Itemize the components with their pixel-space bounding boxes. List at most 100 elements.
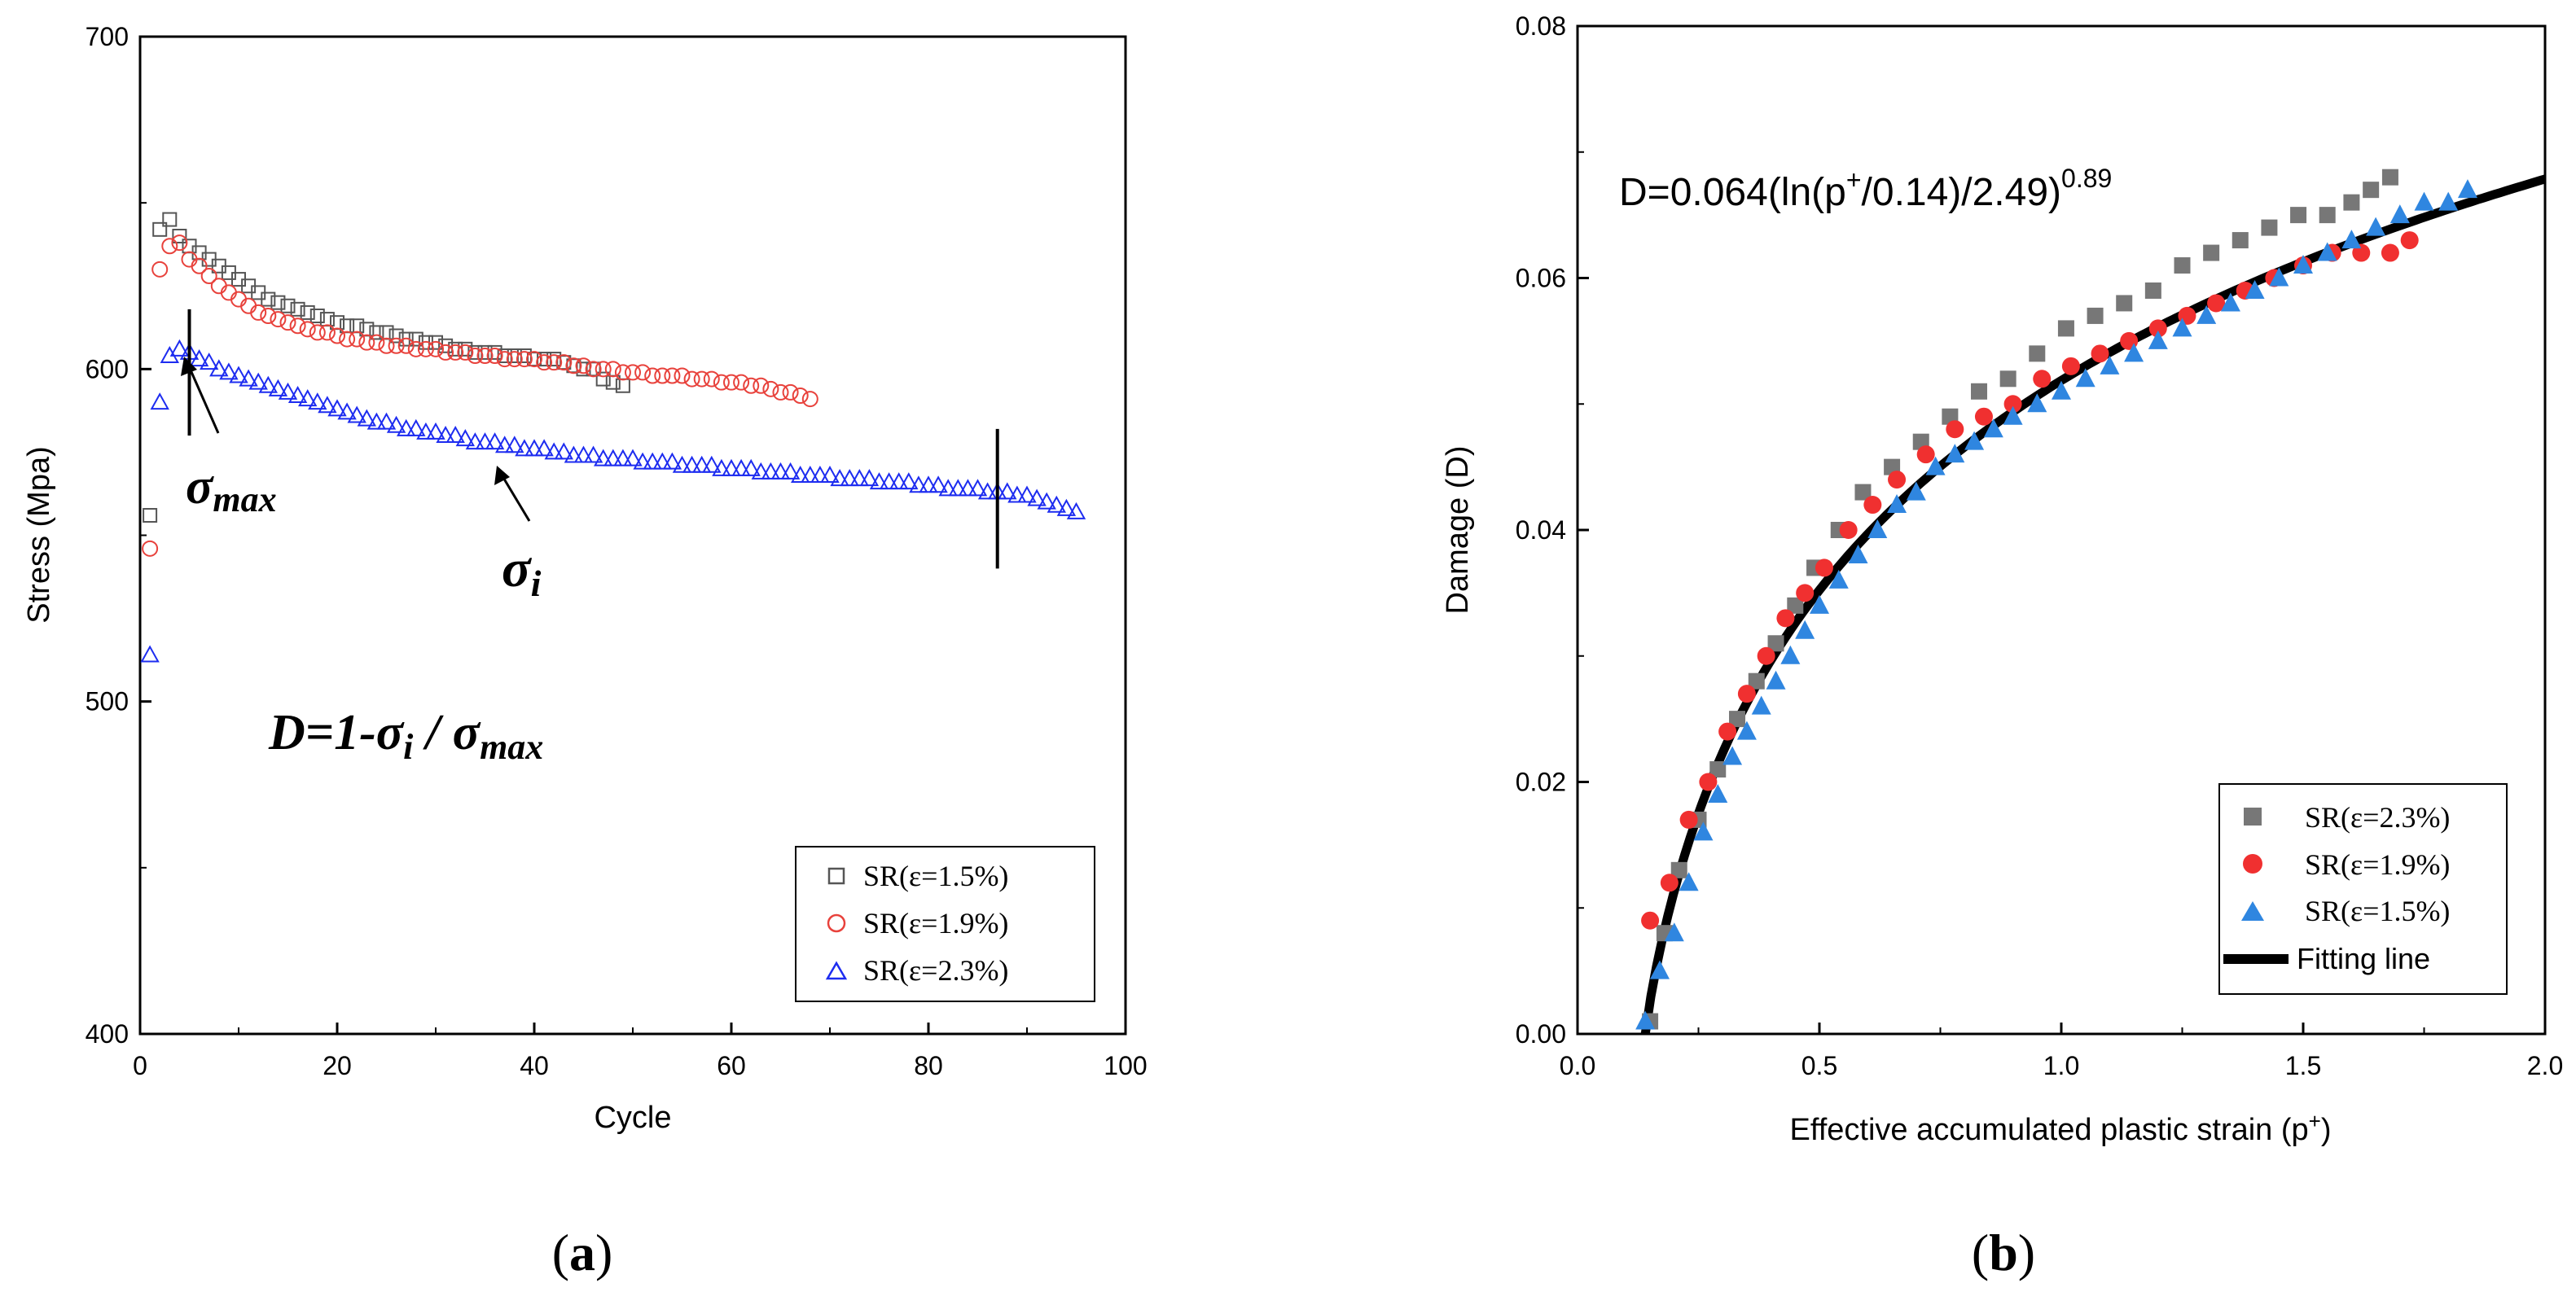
data-point-filled-triangle xyxy=(1693,821,1714,841)
data-point-open-square xyxy=(309,309,325,323)
data-point-filled-square xyxy=(1999,370,2016,388)
data-point-open-triangle xyxy=(928,475,948,493)
data-point-open-triangle xyxy=(495,436,515,453)
data-point-filled-circle xyxy=(2148,319,2167,338)
legend-label-b-1: SR(ε=2.3%) xyxy=(2305,801,2450,834)
data-point-open-triangle xyxy=(1056,498,1077,516)
data-point-open-circle xyxy=(279,314,296,331)
data-point-open-triangle xyxy=(347,405,366,423)
data-point-open-square xyxy=(349,318,365,334)
data-point-filled-triangle xyxy=(1848,544,1868,563)
data-point-open-triangle xyxy=(258,375,278,393)
data-point-filled-circle xyxy=(2033,370,2052,388)
data-point-open-triangle xyxy=(652,452,672,470)
data-point-open-circle xyxy=(329,327,345,344)
data-point-filled-circle xyxy=(1796,584,1815,602)
data-point-open-circle xyxy=(476,348,494,364)
data-point-open-square xyxy=(388,328,404,344)
data-point-filled-square xyxy=(2203,244,2220,261)
data-point-open-triangle xyxy=(475,432,495,450)
data-point-open-triangle xyxy=(445,425,465,443)
data-point-filled-triangle xyxy=(2148,330,2168,349)
data-point-open-square xyxy=(261,291,276,307)
data-point-open-circle xyxy=(644,367,661,384)
data-point-open-square xyxy=(369,325,384,340)
data-point-open-triangle xyxy=(869,472,889,490)
data-point-open-triangle xyxy=(731,458,751,476)
x-tick-label: 0.5 xyxy=(1801,1051,1837,1080)
data-point-open-triangle xyxy=(1037,492,1056,510)
data-point-open-triangle xyxy=(899,472,919,490)
y-tick-label: 400 xyxy=(86,1019,129,1049)
legend-label-b-3: SR(ε=1.5%) xyxy=(2305,895,2450,927)
data-point-open-triangle xyxy=(239,369,258,387)
data-point-open-triangle xyxy=(416,422,436,440)
data-point-filled-triangle xyxy=(2293,255,2313,274)
data-point-filled-circle xyxy=(1660,874,1679,892)
data-point-open-circle xyxy=(713,374,730,391)
data-point-filled-triangle xyxy=(2172,318,2192,337)
data-point-open-triangle xyxy=(741,458,761,476)
data-point-open-circle xyxy=(339,331,356,348)
data-point-open-triangle xyxy=(1007,485,1027,503)
x-tick-label: 60 xyxy=(717,1051,746,1080)
data-point-open-circle xyxy=(546,354,563,371)
data-point-filled-triangle xyxy=(1795,620,1815,639)
arrow-head-sigma-max xyxy=(181,357,197,376)
x-tick-label: 100 xyxy=(1104,1051,1147,1080)
data-point-open-triangle xyxy=(406,418,426,436)
data-point-filled-triangle xyxy=(1708,783,1728,803)
data-point-open-triangle xyxy=(366,412,387,430)
data-point-filled-triangle xyxy=(2389,204,2410,224)
data-point-filled-triangle xyxy=(2100,355,2120,374)
data-point-open-circle xyxy=(289,318,306,335)
data-point-filled-square xyxy=(2144,282,2161,299)
data-point-open-circle xyxy=(664,367,681,384)
data-point-filled-circle xyxy=(1815,558,1833,577)
x-tick-label: 0 xyxy=(133,1051,147,1080)
data-point-filled-circle xyxy=(2003,395,2022,414)
data-marks-b xyxy=(1635,169,2547,1035)
data-point-filled-triangle xyxy=(1722,746,1743,765)
data-point-open-triangle xyxy=(780,462,801,480)
data-point-open-triangle xyxy=(426,422,445,440)
data-point-open-circle xyxy=(792,388,809,404)
x-tick-label: 2.0 xyxy=(2527,1051,2563,1080)
data-point-open-circle xyxy=(753,377,770,394)
data-point-open-triangle xyxy=(209,359,229,377)
x-tick-label: 80 xyxy=(914,1051,943,1080)
y-axis-label-b: Damage (D) xyxy=(1441,446,1475,615)
data-point-filled-triangle xyxy=(2124,343,2144,362)
data-point-open-circle xyxy=(575,357,592,374)
fit-equation: D=0.064(ln(p+/0.14)/2.49)0.89 xyxy=(1619,164,2112,214)
arrow-line-sigma-max xyxy=(187,366,220,434)
data-point-filled-circle xyxy=(1679,810,1698,829)
y-tick-label: 700 xyxy=(86,22,129,51)
data-point-filled-triangle xyxy=(1780,645,1801,664)
data-point-open-triangle xyxy=(770,462,791,480)
data-point-open-triangle xyxy=(140,645,160,663)
data-point-open-circle xyxy=(733,374,750,391)
data-point-open-square xyxy=(152,221,168,237)
data-point-filled-triangle xyxy=(1635,1010,1656,1030)
data-point-open-triangle xyxy=(1017,485,1037,503)
data-point-filled-circle xyxy=(2400,231,2419,250)
data-point-filled-triangle xyxy=(1679,872,1699,891)
data-point-open-triangle xyxy=(849,469,869,487)
data-point-open-circle xyxy=(782,383,799,401)
data-point-open-circle xyxy=(585,361,602,378)
data-point-open-circle xyxy=(565,357,582,374)
legend-marker-filled-triangle xyxy=(2241,901,2264,921)
legend-b: SR(ε=2.3%) SR(ε=1.9%) SR(ε=1.5%) Fitting… xyxy=(2218,783,2508,995)
data-point-open-triangle xyxy=(515,439,534,457)
data-point-open-triangle xyxy=(229,366,248,383)
data-point-filled-square xyxy=(1767,635,1784,652)
data-point-open-triangle xyxy=(150,392,169,410)
data-point-open-circle xyxy=(447,344,464,361)
legend-marker-filled-square xyxy=(2244,808,2262,826)
data-point-filled-square xyxy=(2174,257,2191,274)
data-point-filled-triangle xyxy=(2027,393,2047,413)
data-point-open-circle xyxy=(428,340,444,357)
data-point-filled-square xyxy=(2343,194,2360,211)
